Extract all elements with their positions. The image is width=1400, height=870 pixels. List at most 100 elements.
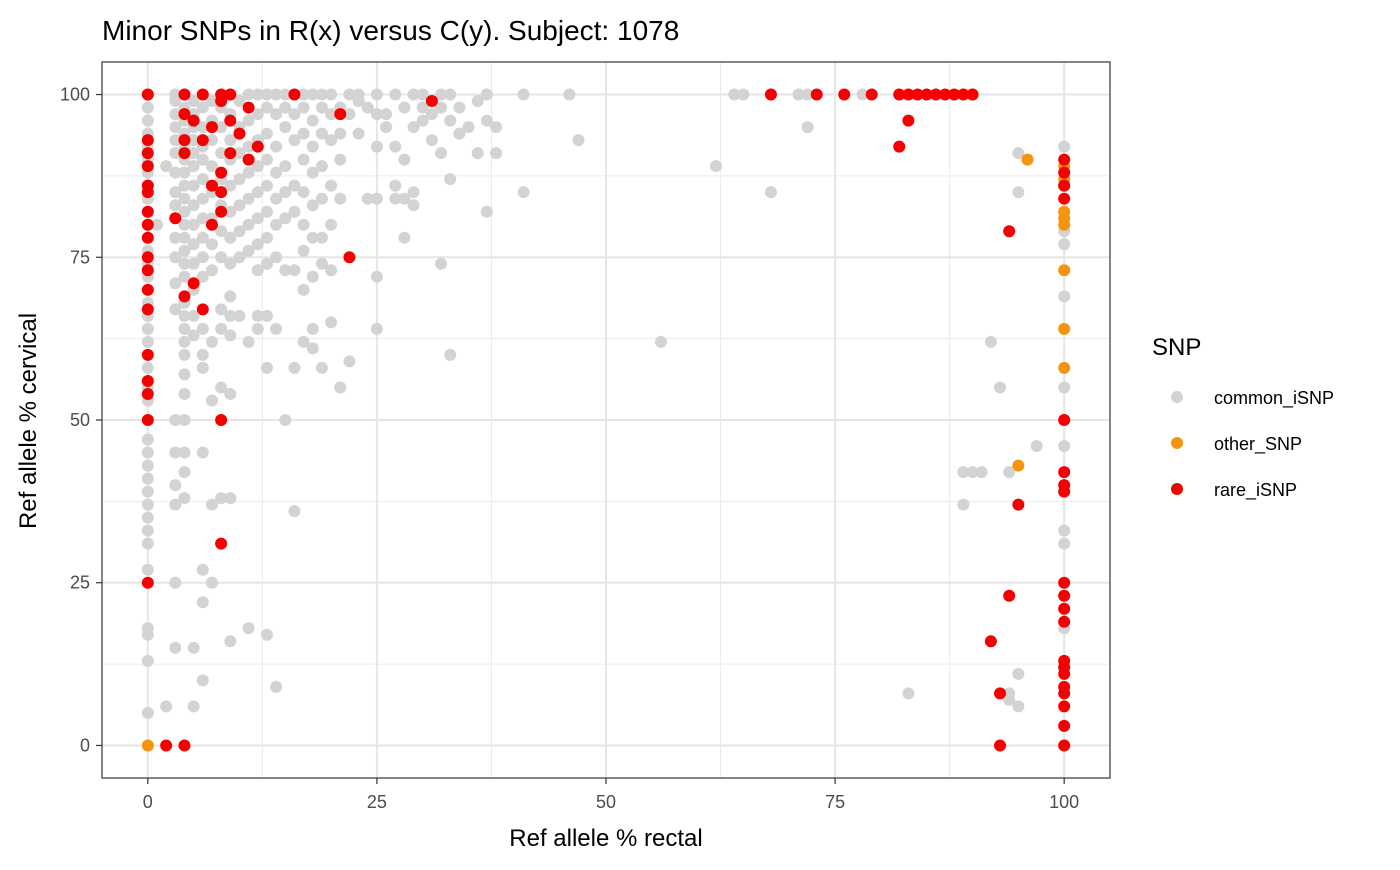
- data-point: [297, 244, 310, 257]
- data-point: [205, 576, 218, 589]
- data-point: [260, 309, 273, 322]
- data-point: [242, 166, 255, 179]
- data-point: [425, 134, 438, 147]
- data-point: [435, 88, 448, 101]
- data-point: [370, 108, 383, 121]
- data-point: [1058, 485, 1071, 498]
- data-point: [178, 466, 191, 479]
- data-point: [178, 335, 191, 348]
- legend-swatch: [1171, 437, 1183, 449]
- data-point: [178, 108, 191, 121]
- data-point: [325, 179, 338, 192]
- data-point: [215, 225, 228, 238]
- legend-label: other_SNP: [1214, 434, 1302, 455]
- data-point: [380, 121, 393, 134]
- data-point: [169, 446, 182, 459]
- x-axis: 0 25 50 75 100: [143, 778, 1079, 812]
- data-point: [288, 179, 301, 192]
- data-point: [233, 127, 246, 140]
- data-point: [444, 114, 457, 127]
- data-point: [215, 492, 228, 505]
- data-point: [251, 238, 264, 251]
- data-point: [1058, 166, 1071, 179]
- data-point: [141, 264, 154, 277]
- data-point: [279, 264, 292, 277]
- data-point: [380, 108, 393, 121]
- data-point: [435, 147, 448, 160]
- data-point: [801, 88, 814, 101]
- data-point: [187, 700, 200, 713]
- data-point: [370, 322, 383, 335]
- data-point: [224, 231, 237, 244]
- data-point: [370, 270, 383, 283]
- data-point: [1012, 667, 1025, 680]
- data-point: [407, 88, 420, 101]
- data-point: [334, 108, 347, 121]
- data-point: [215, 186, 228, 199]
- data-point: [764, 88, 777, 101]
- data-point: [1012, 700, 1025, 713]
- data-point: [141, 628, 154, 641]
- data-point: [270, 140, 283, 153]
- data-point: [315, 361, 328, 374]
- data-point: [1021, 153, 1034, 166]
- data-point: [260, 127, 273, 140]
- data-point: [1058, 576, 1071, 589]
- data-point: [178, 446, 191, 459]
- data-point: [1012, 459, 1025, 472]
- data-point: [315, 101, 328, 114]
- data-point: [297, 153, 310, 166]
- data-point: [224, 635, 237, 648]
- data-point: [490, 147, 503, 160]
- data-point: [141, 739, 154, 752]
- data-point: [196, 563, 209, 576]
- data-point: [215, 322, 228, 335]
- data-point: [260, 257, 273, 270]
- data-point: [389, 179, 402, 192]
- data-point: [141, 361, 154, 374]
- data-point: [288, 134, 301, 147]
- data-point: [196, 212, 209, 225]
- legend-label: common_iSNP: [1214, 388, 1334, 409]
- data-point: [205, 238, 218, 251]
- data-point: [435, 257, 448, 270]
- data-point: [325, 264, 338, 277]
- data-point: [1058, 667, 1071, 680]
- data-point: [1058, 238, 1071, 251]
- data-point: [1058, 140, 1071, 153]
- data-point: [187, 134, 200, 147]
- data-point: [242, 622, 255, 635]
- data-point: [169, 277, 182, 290]
- data-point: [361, 192, 374, 205]
- data-point: [966, 88, 979, 101]
- data-point: [334, 192, 347, 205]
- data-point: [215, 303, 228, 316]
- data-point: [178, 322, 191, 335]
- y-tick-label: 100: [60, 85, 90, 105]
- data-point: [1058, 719, 1071, 732]
- data-point: [893, 140, 906, 153]
- data-point: [178, 205, 191, 218]
- data-point: [260, 101, 273, 114]
- data-point: [242, 114, 255, 127]
- data-point: [251, 160, 264, 173]
- data-point: [187, 257, 200, 270]
- y-axis-label: Ref allele % cervical: [15, 313, 42, 529]
- data-point: [306, 140, 319, 153]
- data-point: [471, 95, 484, 108]
- data-point: [966, 466, 979, 479]
- legend-swatch: [1171, 483, 1183, 495]
- y-axis: 0 25 50 75 100: [60, 85, 102, 755]
- data-point: [205, 121, 218, 134]
- data-point: [224, 309, 237, 322]
- data-point: [169, 95, 182, 108]
- data-point: [764, 186, 777, 199]
- data-point: [196, 596, 209, 609]
- data-point: [260, 231, 273, 244]
- data-point: [178, 179, 191, 192]
- data-point: [242, 218, 255, 231]
- data-point: [178, 257, 191, 270]
- data-point: [224, 329, 237, 342]
- data-point: [948, 88, 961, 101]
